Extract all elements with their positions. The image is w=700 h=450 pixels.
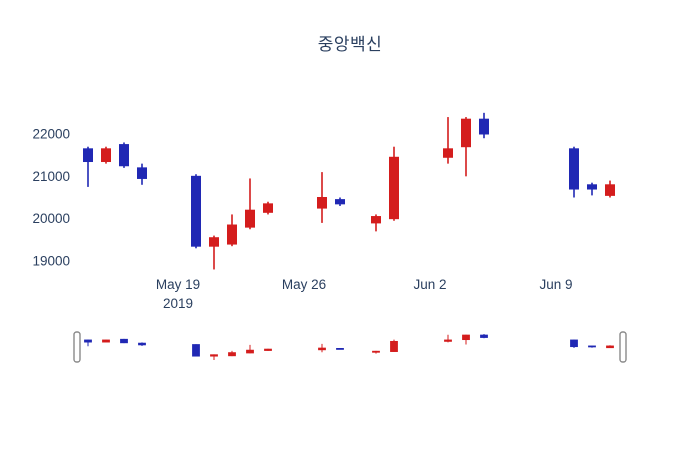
rangeslider-candle-body <box>588 345 596 348</box>
rangeslider-candle-body <box>84 339 92 343</box>
rangeslider-candle <box>192 344 200 357</box>
x-tick-sublabel: 2019 <box>163 296 193 311</box>
y-tick-label: 20000 <box>32 211 70 226</box>
rangeslider-candle-body <box>210 354 218 357</box>
rangeslider-candle-body <box>264 348 272 351</box>
rangeslider-candle-body <box>462 334 470 341</box>
candle[interactable] <box>101 146 111 164</box>
candle[interactable] <box>119 142 129 168</box>
rangeslider-candle <box>606 345 614 349</box>
candle[interactable] <box>317 172 327 223</box>
rangeslider-candle-body <box>102 339 110 343</box>
rangeslider-candle <box>84 339 92 347</box>
rangeslider-candle <box>588 345 596 348</box>
candle[interactable] <box>605 180 615 198</box>
chart-title: 중앙백신 <box>317 35 383 54</box>
x-tick-label: May 19 <box>156 277 200 292</box>
candle[interactable] <box>335 197 345 206</box>
rangeslider-candle-body <box>228 352 236 357</box>
rangeslider-candle <box>228 350 236 357</box>
rangeslider[interactable] <box>73 331 627 363</box>
candle-body <box>83 148 93 163</box>
candle[interactable] <box>83 146 93 187</box>
candle-body <box>137 167 147 179</box>
rangeslider-candle <box>570 339 578 349</box>
rangeslider-candle-body <box>192 344 200 357</box>
candle-body <box>587 184 597 190</box>
rangeslider-candle-body <box>444 339 452 342</box>
candles <box>83 112 615 270</box>
candle-body <box>191 175 201 247</box>
rangeslider-candle-body <box>390 340 398 352</box>
candle-body <box>335 199 345 205</box>
rangeslider-candle <box>246 344 254 354</box>
candle-body <box>119 144 129 167</box>
y-tick-label: 22000 <box>32 127 70 142</box>
rangeslider-candle-body <box>120 338 128 344</box>
candle-body <box>389 156 399 220</box>
rangeslider-candle <box>102 339 110 343</box>
rangeslider-candle-body <box>138 342 146 346</box>
candle-body <box>209 237 219 247</box>
y-axis-labels: 19000 20000 21000 22000 <box>32 127 70 269</box>
x-tick-label: May 26 <box>282 277 326 292</box>
y-tick-label: 21000 <box>32 169 70 184</box>
candle[interactable] <box>461 117 471 177</box>
rangeslider-candle <box>336 348 344 350</box>
candle[interactable] <box>587 182 597 196</box>
candle[interactable] <box>443 117 453 164</box>
candle-body <box>371 216 381 224</box>
candle-body <box>569 148 579 190</box>
candle-body <box>101 148 111 163</box>
rangeslider-candle-body <box>318 347 326 351</box>
candle[interactable] <box>191 174 201 249</box>
candle-body <box>317 197 327 209</box>
candle-body <box>227 224 237 245</box>
rangeslider-handle-right[interactable] <box>619 331 627 363</box>
y-tick-label: 19000 <box>32 254 70 269</box>
rangeslider-candle-body <box>246 349 254 354</box>
rangeslider-candle-body <box>480 334 488 338</box>
candle[interactable] <box>137 163 147 185</box>
x-axis-labels: May 19 2019 May 26 Jun 2 Jun 9 <box>156 277 573 311</box>
rangeslider-candle-body <box>570 339 578 348</box>
candle[interactable] <box>245 178 255 230</box>
candle-body <box>443 148 453 158</box>
candle[interactable] <box>263 201 273 215</box>
candle[interactable] <box>227 214 237 247</box>
rangeslider-candle <box>480 334 488 339</box>
rangeslider-candle <box>264 348 272 351</box>
rangeslider-candle-body <box>606 345 614 349</box>
rangeslider-candle <box>390 339 398 352</box>
candle[interactable] <box>371 214 381 232</box>
candle-body <box>263 203 273 213</box>
candle-body <box>479 118 489 135</box>
rangeslider-candle <box>138 342 146 346</box>
candle[interactable] <box>209 235 219 270</box>
rangeslider-candle-body <box>336 348 344 350</box>
rangeslider-candle <box>462 334 470 345</box>
candle[interactable] <box>569 146 579 198</box>
x-tick-label: Jun 2 <box>413 277 446 292</box>
x-tick-label: Jun 9 <box>539 277 572 292</box>
candle-body <box>245 209 255 228</box>
rangeslider-handle-left[interactable] <box>73 331 81 363</box>
rangeslider-candle <box>318 343 326 353</box>
rangeslider-candle <box>372 350 380 354</box>
candle-body <box>461 118 471 148</box>
rangeslider-candle-body <box>372 350 380 353</box>
candle[interactable] <box>479 112 489 139</box>
rangeslider-candle <box>444 334 452 343</box>
candle[interactable] <box>389 146 399 221</box>
rangeslider-candle <box>120 338 128 344</box>
candle-body <box>605 184 615 196</box>
rangeslider-candle <box>210 354 218 360</box>
